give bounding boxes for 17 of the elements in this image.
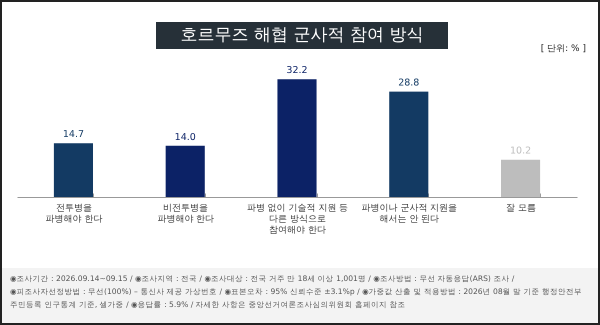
bar [54, 143, 94, 197]
data-label: 10.2 [510, 146, 532, 157]
data-label: 14.0 [174, 132, 196, 143]
data-label: 28.8 [398, 78, 420, 89]
x-tick-label: 전투병을 파병해야 한다 [46, 204, 102, 224]
chart-title: 호르무즈 해협 군사적 참여 방식 [156, 22, 448, 49]
text: [ 단위: % ] [540, 43, 586, 55]
bar [277, 79, 317, 197]
data-label: 14.7 [62, 129, 84, 140]
bar [166, 146, 205, 197]
x-tick-label: 비전투병을 파병해야 한다 [157, 204, 214, 224]
bar [389, 92, 428, 197]
bar [500, 160, 540, 197]
data-label: 32.2 [286, 65, 308, 76]
x-tick-label: 파병 없이 기술적 지원 등 다른 방식으로 참여해야 한다 [246, 204, 348, 236]
x-tick-label: 파병이나 군사적 지원을 해서는 안 된다 [361, 204, 458, 224]
x-tick-label: 잘 모름 [506, 204, 536, 214]
